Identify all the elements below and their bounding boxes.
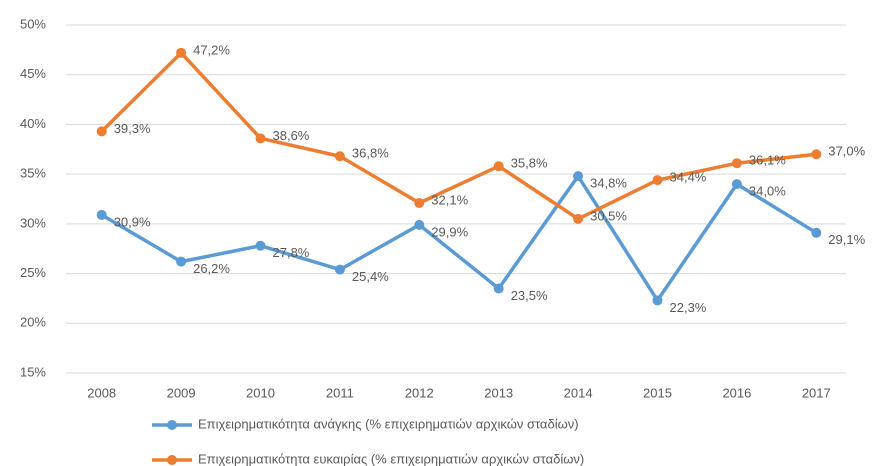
data-label: 36,1% <box>749 153 786 168</box>
data-label: 38,6% <box>273 128 310 143</box>
point <box>255 240 266 251</box>
y-tick-label: 15% <box>20 364 46 379</box>
legend-marker <box>167 420 177 430</box>
x-tick-label: 2009 <box>167 385 196 400</box>
x-tick-label: 2010 <box>246 385 275 400</box>
point <box>811 227 822 238</box>
point <box>811 149 822 160</box>
point <box>652 175 663 186</box>
data-label: 37,0% <box>828 144 865 159</box>
point <box>176 256 187 267</box>
data-label: 34,8% <box>590 176 627 191</box>
data-label: 39,3% <box>114 121 151 136</box>
y-tick-label: 25% <box>20 265 46 280</box>
y-tick-label: 35% <box>20 166 46 181</box>
legend-label: Επιχειρηματικότητα ευκαιρίας (% επιχειρη… <box>198 451 584 466</box>
legend-label: Επιχειρηματικότητα ανάγκης (% επιχειρημα… <box>198 416 579 431</box>
data-label: 47,2% <box>193 42 230 57</box>
data-label: 36,8% <box>352 146 389 161</box>
point <box>414 197 425 208</box>
x-tick-label: 2013 <box>484 385 513 400</box>
point <box>493 161 504 172</box>
data-label: 29,1% <box>828 232 865 247</box>
x-tick-label: 2016 <box>722 385 751 400</box>
data-label: 30,9% <box>114 214 151 229</box>
data-label: 35,8% <box>511 156 548 171</box>
point <box>652 295 663 306</box>
point <box>731 179 742 190</box>
data-label: 22,3% <box>670 300 707 315</box>
point <box>493 283 504 294</box>
x-tick-label: 2011 <box>326 385 354 400</box>
point <box>255 133 266 144</box>
data-label: 29,9% <box>431 224 468 239</box>
y-tick-label: 30% <box>20 215 46 230</box>
point <box>573 171 584 182</box>
data-label: 34,4% <box>670 170 707 185</box>
data-label: 26,2% <box>193 261 230 276</box>
data-label: 34,0% <box>749 184 786 199</box>
point <box>414 219 425 230</box>
x-tick-label: 2014 <box>564 385 593 400</box>
point <box>96 209 107 220</box>
data-label: 32,1% <box>431 192 468 207</box>
point <box>731 158 742 169</box>
x-tick-label: 2008 <box>87 385 116 400</box>
y-tick-label: 45% <box>20 66 46 81</box>
point <box>334 264 345 275</box>
data-label: 27,8% <box>273 245 310 260</box>
data-label: 25,4% <box>352 269 389 284</box>
x-tick-label: 2017 <box>802 385 831 400</box>
data-label: 23,5% <box>511 288 548 303</box>
point <box>573 213 584 224</box>
y-tick-label: 50% <box>20 16 46 31</box>
x-tick-label: 2015 <box>643 385 672 400</box>
legend-marker <box>167 455 177 465</box>
series-line <box>100 174 818 303</box>
point <box>96 126 107 137</box>
y-tick-label: 40% <box>20 116 46 131</box>
point <box>176 47 187 58</box>
data-label: 30,5% <box>590 208 627 223</box>
y-tick-label: 20% <box>20 315 46 330</box>
point <box>334 151 345 162</box>
x-tick-label: 2012 <box>405 385 434 400</box>
series-line <box>100 51 817 221</box>
